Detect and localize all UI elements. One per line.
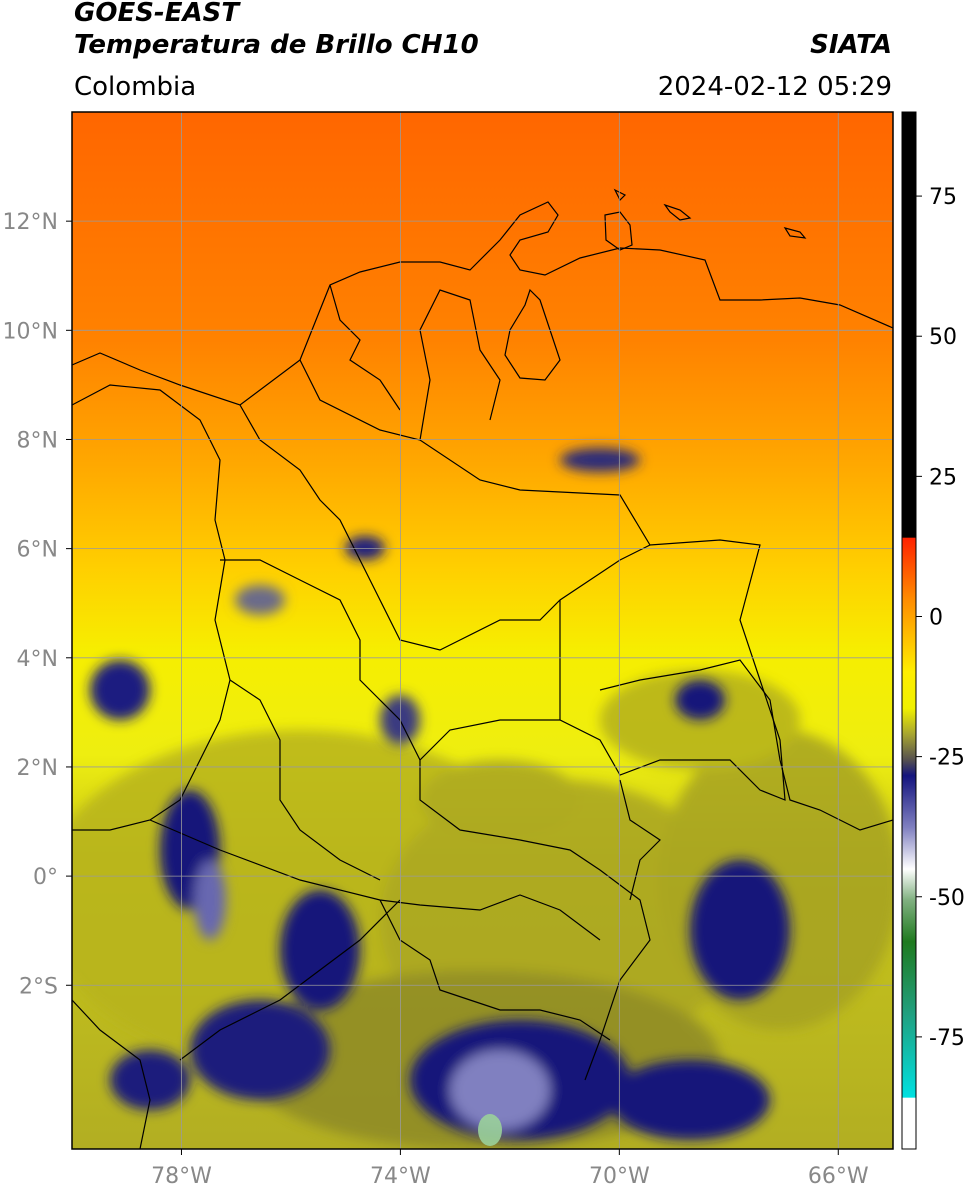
lat-tick-label: 12°N	[3, 210, 58, 235]
interior-boundary	[329, 284, 401, 411]
convective-cell	[610, 1060, 770, 1140]
colorbar-tick-label: 0	[929, 605, 943, 630]
cloud-cluster	[420, 760, 580, 840]
cloud-layer	[72, 448, 893, 1149]
ecuador-coast	[72, 999, 151, 1149]
cold-core	[478, 1114, 502, 1146]
colombia-border	[299, 359, 786, 1081]
source-label: SIATA	[810, 30, 892, 60]
peru-border	[379, 899, 611, 1041]
pacific-coastline	[72, 384, 231, 831]
interior-boundary	[220, 559, 421, 761]
lat-tick-label: 10°N	[3, 319, 58, 344]
venezuela-brazil-border	[599, 659, 893, 831]
aruba-island	[613, 188, 627, 202]
convective-cell	[560, 448, 640, 472]
lon-tick-label: 70°W	[589, 1164, 650, 1189]
convective-cell	[675, 680, 725, 720]
convective-cell	[110, 1050, 190, 1110]
region-label: Colombia	[74, 72, 197, 102]
lon-tick-label: 78°W	[151, 1164, 212, 1189]
datetime-label: 2024-02-12 05:29	[657, 72, 892, 102]
curacao-island	[663, 203, 692, 221]
product-title: Temperatura de Brillo CH10	[74, 30, 479, 60]
interior-boundary	[619, 779, 661, 901]
south-border	[149, 819, 601, 941]
lake-maracaibo	[504, 288, 561, 381]
interior-boundary	[419, 289, 501, 441]
convective-cell	[235, 585, 285, 615]
lat-tick-label: 8°N	[17, 428, 58, 453]
lat-tick-label: 2°N	[17, 756, 58, 781]
caribbean-coastline	[72, 201, 893, 406]
interior-boundary	[229, 679, 381, 881]
lon-tick-label: 66°W	[808, 1164, 869, 1189]
colorbar-tick-label: 75	[929, 185, 957, 210]
interior-boundary	[239, 404, 651, 651]
graticule	[72, 112, 893, 1149]
lat-tick-label: 0°	[33, 865, 58, 890]
convective-cell	[194, 860, 226, 940]
convective-cell	[450, 1050, 550, 1130]
lat-tick-label: 6°N	[17, 538, 58, 563]
lon-tick-label: 74°W	[370, 1164, 431, 1189]
colorbar-tick-label: -75	[929, 1026, 965, 1051]
convective-cell	[280, 890, 360, 1010]
map-frame	[71, 111, 894, 1150]
colorbar-tick-label: 50	[929, 325, 957, 350]
convective-cell	[345, 536, 385, 560]
convective-cell	[690, 860, 790, 1000]
margarita-island	[783, 227, 807, 239]
latitude-ticks: 12°N 10°N 8°N 6°N 4°N 2°N 0° 2°S	[3, 210, 72, 999]
colorbar-ticks: 75 50 25 0 -25 -50 -75	[916, 185, 965, 1051]
colorbar	[901, 111, 917, 1150]
lat-tick-label: 4°N	[17, 647, 58, 672]
paraguana-peninsula	[604, 211, 633, 251]
colorbar-tick-label: 25	[929, 465, 957, 490]
colorbar-tick-label: -50	[929, 886, 965, 911]
longitude-ticks: 78°W 74°W 70°W 66°W	[151, 1149, 869, 1189]
satellite-title: GOES-EAST	[74, 0, 240, 28]
colorbar-tick-label: -25	[929, 746, 965, 771]
lat-tick-label: 2°S	[19, 974, 58, 999]
convective-cell	[190, 1000, 330, 1100]
convective-cell	[90, 660, 150, 720]
